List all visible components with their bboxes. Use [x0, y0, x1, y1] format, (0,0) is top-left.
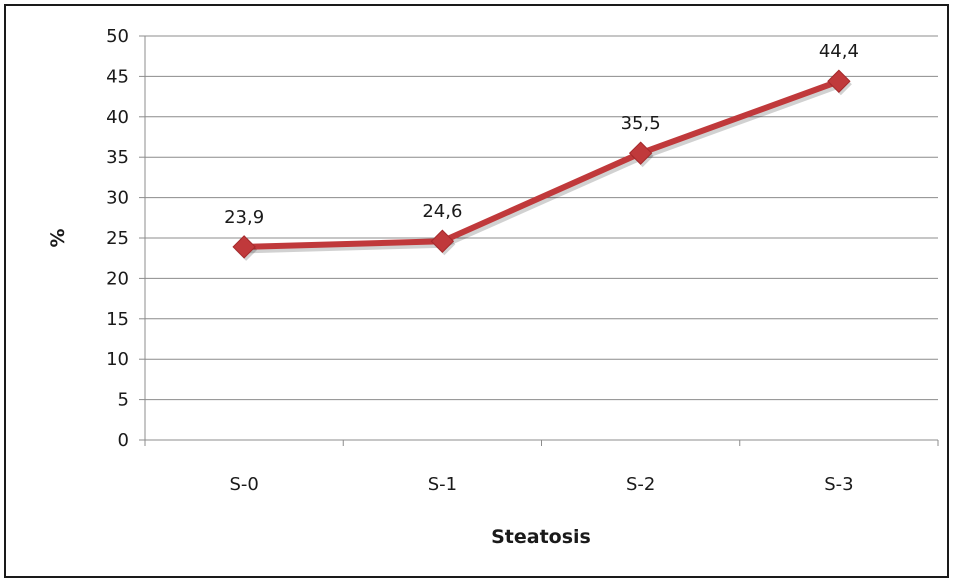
y-axis-title: %	[47, 228, 69, 247]
y-tick-label: 0	[118, 430, 129, 451]
series-line-shadow	[242, 80, 845, 254]
x-tick-label-S-0: S-0	[229, 474, 258, 495]
data-label-S-3: 44,4	[819, 41, 859, 62]
gridlines	[139, 35, 939, 446]
y-tick-label: 35	[106, 147, 129, 168]
y-tick-label: 5	[118, 390, 129, 411]
x-tick-label-S-1: S-1	[428, 474, 457, 495]
data-point-S-1	[430, 229, 455, 253]
data-point-S-2	[628, 141, 653, 165]
y-tick-label: 20	[106, 268, 129, 289]
series-line	[241, 78, 842, 250]
y-tick-label: 40	[106, 107, 129, 128]
y-tick-label: 10	[106, 349, 129, 370]
y-tick-label: 25	[106, 228, 129, 249]
y-tick-label: 45	[106, 66, 129, 87]
x-axis-title: Steatosis	[491, 526, 591, 548]
x-tick-label-S-3: S-3	[824, 474, 853, 495]
data-labels: 23,9 24,6 35,5 44,4	[224, 41, 859, 228]
series-plot	[232, 69, 852, 261]
data-point-S-3	[827, 69, 851, 93]
x-tick-label-S-2: S-2	[626, 474, 655, 495]
data-label-S-1: 24,6	[422, 201, 462, 222]
y-tick-label: 15	[106, 309, 129, 330]
x-axis-ticks: S-0 S-1 S-2 S-3	[229, 474, 853, 495]
y-tick-label: 30	[106, 188, 129, 209]
data-point-S-0	[232, 235, 256, 259]
data-label-S-0: 23,9	[224, 207, 264, 228]
data-label-S-2: 35,5	[621, 113, 661, 134]
y-tick-label: 50	[106, 26, 129, 47]
y-axis-ticks: 0 5 10 15 20 25 30 35 40 45 50	[106, 26, 129, 451]
